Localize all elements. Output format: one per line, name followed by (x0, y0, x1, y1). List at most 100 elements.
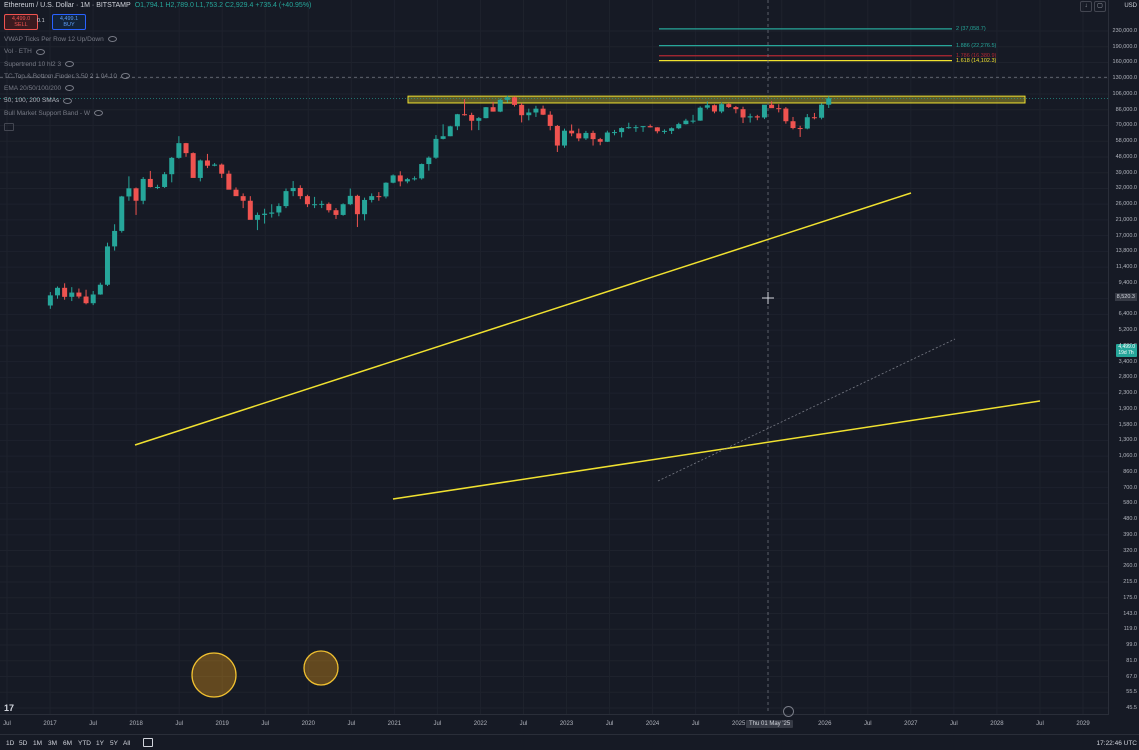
indicator-row[interactable]: Supertrend 10 hl2 3 (4, 59, 130, 71)
time-tick-label: Jul (950, 721, 958, 727)
price-tick-label: 26,000.0 (1115, 201, 1137, 208)
indicator-row[interactable]: 50, 100, 200 SMAs (4, 95, 130, 107)
eye-icon[interactable] (63, 97, 73, 104)
candle-body (290, 187, 296, 192)
candle-body (104, 246, 110, 285)
fib-level-label: 1.786 (16,380.9) (956, 52, 997, 59)
timeframe-button[interactable]: 5D (19, 740, 28, 747)
timeframe-button[interactable]: 1D (6, 740, 15, 747)
fib-level-label: 1.618 (14,102.3) (956, 57, 997, 64)
candle-body (404, 179, 410, 182)
price-tick-label: 21,000.0 (1115, 216, 1137, 223)
timeframe-button[interactable]: All (123, 740, 131, 747)
eye-icon[interactable] (107, 36, 117, 43)
price-tick-label: 230,000.0 (1112, 28, 1137, 34)
price-tick-label: 2,300.0 (1118, 390, 1137, 397)
candle-body (611, 132, 617, 134)
price-tick-label: 99.0 (1126, 642, 1137, 649)
candle-body (454, 114, 460, 127)
candle-body (819, 104, 825, 118)
candle-body (362, 199, 368, 215)
arrow-down-icon[interactable]: ↓ (1080, 1, 1092, 12)
price-tick-label: 17,000.0 (1115, 232, 1137, 239)
price-tick-label: 39,000.0 (1115, 169, 1137, 176)
eye-icon[interactable] (35, 48, 45, 55)
price-tick-label: 55.5 (1126, 689, 1137, 696)
candle-body (119, 196, 125, 231)
candle-body (76, 292, 82, 297)
timeframe-button[interactable]: 1M (33, 740, 43, 747)
price-tick-label: 1,900.0 (1118, 405, 1137, 412)
utc-clock[interactable]: 17:22:46 UTC (1096, 740, 1137, 747)
screenshot-icon[interactable]: ▢ (1094, 1, 1106, 12)
candle-body (304, 196, 310, 205)
buy-button[interactable]: 4,499.1 BUY (52, 14, 86, 30)
time-tick-label: Jul (89, 721, 97, 727)
indicator-label: VWAP Ticks Per Row 12 Up/Down (4, 36, 104, 43)
price-tick-label: 580.0 (1123, 500, 1137, 507)
buy-label: BUY (63, 22, 75, 28)
indicator-row[interactable]: Bull Market Support Band - W (4, 108, 130, 120)
price-tick-label: 130,000.0 (1112, 75, 1137, 82)
candle-body (447, 126, 453, 137)
candle-body (604, 132, 610, 142)
price-tick-label: 1,580.0 (1118, 421, 1137, 428)
currency-label[interactable]: USD (1124, 3, 1137, 9)
price-tick-label: 3,400.0 (1118, 358, 1137, 365)
tradingview-logo[interactable]: 17 (4, 703, 15, 713)
current-price-countdown: 19d 7h (1118, 349, 1134, 356)
time-tick-label: 2029 (1076, 721, 1090, 727)
indicator-row[interactable]: VWAP Ticks Per Row 12 Up/Down (4, 34, 130, 46)
candle-body (269, 212, 275, 214)
candle-body (490, 107, 496, 112)
candle-body (426, 157, 432, 165)
time-tick-label: Jul (519, 721, 528, 727)
upper-trendline (134, 192, 912, 446)
candle-body (369, 196, 375, 200)
indicator-row[interactable]: TC Top & Bottom Finder 3 50 2 1.04 10 (4, 71, 130, 83)
price-axis[interactable]: USD 230,000.0 190,000.0 160,000.0 130,000.0… (1108, 0, 1139, 714)
timeframe-button[interactable]: 3M (48, 740, 58, 747)
collapse-legend-icon[interactable] (4, 123, 14, 132)
eye-icon[interactable] (120, 73, 130, 80)
sell-button[interactable]: 4,499.0 SELL (4, 14, 38, 30)
symbol-title[interactable]: Ethereum / U.S. Dollar · 1M · BITSTAMP (4, 2, 131, 9)
candle-body (462, 114, 468, 116)
time-tick-label: 2025 (731, 721, 746, 727)
price-tick-label: 13,800.0 (1115, 248, 1137, 255)
price-tick-label: 390.0 (1123, 531, 1137, 538)
candle-body (297, 187, 303, 197)
candle-body (319, 203, 325, 205)
candle-body (569, 130, 575, 134)
candle-body (483, 107, 489, 119)
price-tick-label: 6,400.0 (1118, 311, 1137, 318)
candle-body (354, 195, 360, 215)
candle-body (169, 157, 175, 175)
timeframe-button[interactable]: 6M (63, 740, 73, 747)
candle-body (504, 97, 510, 100)
price-tick-label: 320.0 (1123, 547, 1137, 554)
eye-icon[interactable] (65, 60, 75, 67)
candle-body (147, 178, 153, 188)
bottom-marker-circle (303, 650, 339, 686)
candle-body (597, 139, 603, 142)
price-tick-label: 119.0 (1123, 626, 1137, 633)
candle-body (47, 295, 53, 306)
timeframe-button[interactable]: YTD (78, 740, 91, 747)
eye-icon[interactable] (93, 110, 103, 117)
timeframe-button[interactable]: 5Y (110, 740, 118, 747)
goto-realtime-icon[interactable] (783, 706, 794, 717)
indicator-row[interactable]: EMA 20/50/100/200 (4, 83, 130, 95)
eye-icon[interactable] (65, 85, 75, 92)
calendar-icon[interactable] (143, 738, 153, 747)
timeframe-button[interactable]: 1Y (96, 740, 104, 747)
candle-body (233, 189, 239, 197)
candle-body (590, 132, 596, 140)
candle-body (747, 116, 753, 118)
time-tick-label: Jul (261, 721, 270, 727)
price-tick-label: 260.0 (1123, 563, 1137, 570)
price-tick-label: 5,200.0 (1118, 327, 1137, 334)
indicator-row[interactable]: Vol · ETH (4, 46, 130, 58)
crosshair-price-label: 8,520.3 (1114, 293, 1137, 301)
